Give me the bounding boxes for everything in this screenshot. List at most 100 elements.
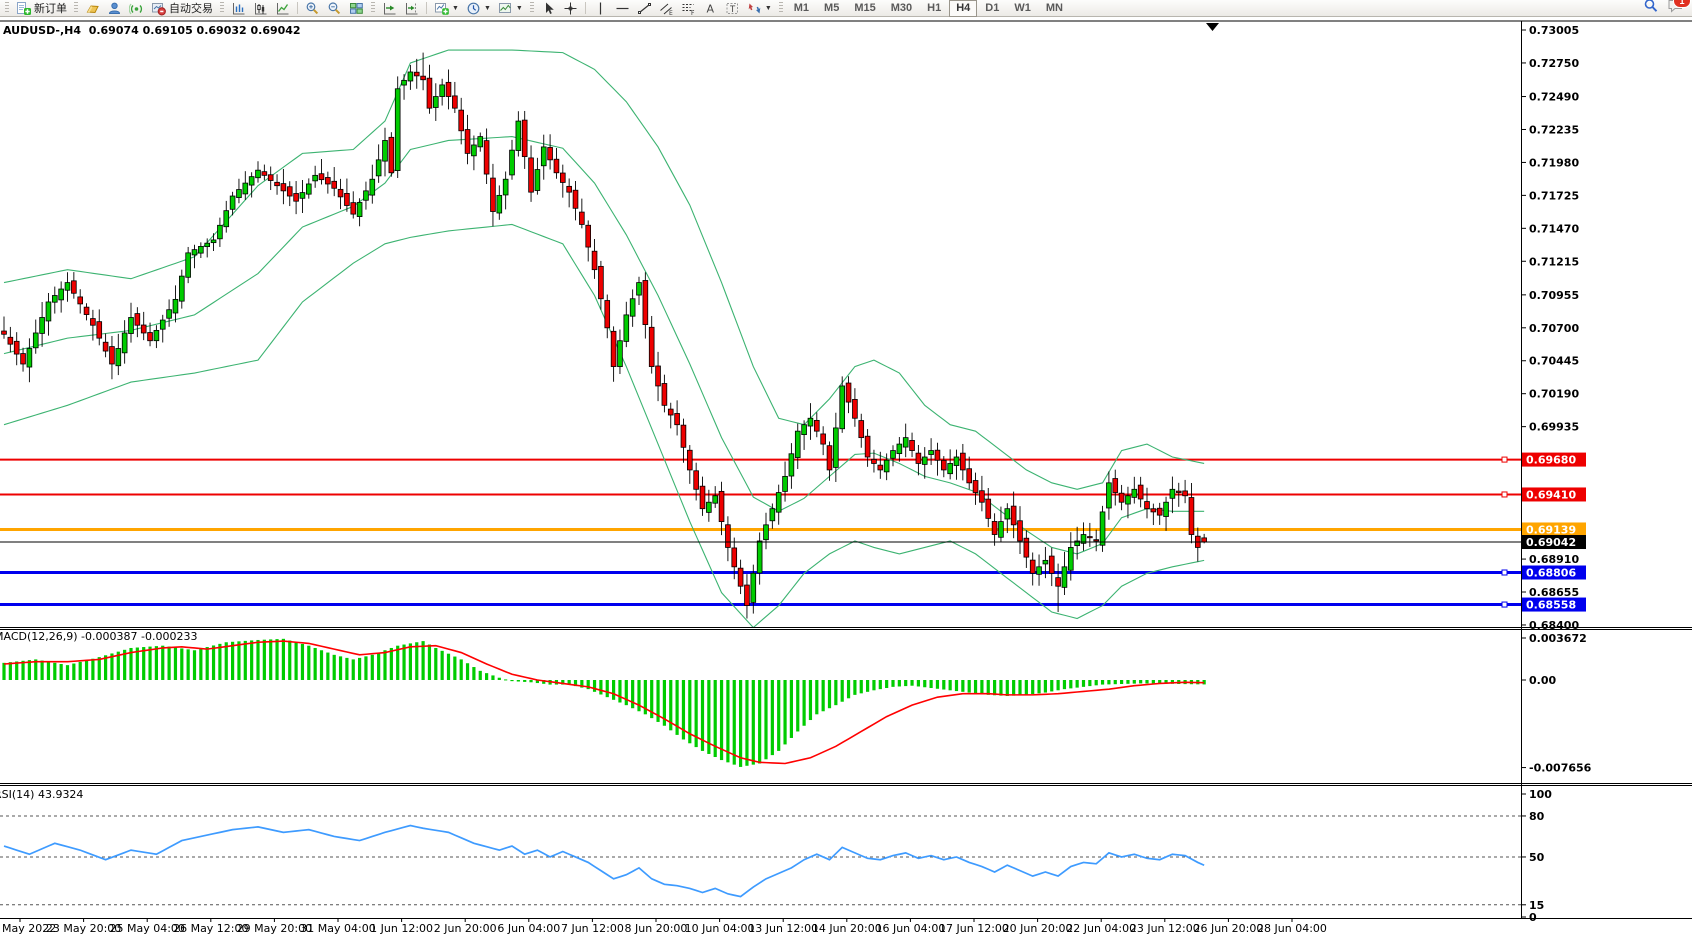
tf-button-w1[interactable]: W1	[1014, 1, 1031, 14]
svg-text:10 Jun 04:00: 10 Jun 04:00	[685, 922, 755, 935]
tf-button-h1[interactable]: H1	[927, 1, 942, 14]
svg-text:100: 100	[1529, 788, 1552, 801]
svg-text:0.71470: 0.71470	[1529, 222, 1579, 235]
macd-indicator-label: MACD(12,26,9) -0.000387 -0.000233	[0, 630, 198, 643]
new-order-icon	[16, 1, 31, 16]
macd-signal-line	[3, 640, 1205, 765]
toolbar-grip[interactable]	[529, 2, 534, 14]
svg-text:50: 50	[1529, 851, 1545, 864]
tf-button-h4[interactable]: H4	[949, 0, 978, 17]
svg-text:20 Jun 20:00: 20 Jun 20:00	[1003, 922, 1073, 935]
horizontal-line-icon	[615, 1, 630, 16]
channel-icon: E	[659, 1, 674, 16]
chevron-down-icon: ▼	[764, 4, 772, 12]
toolbar-grip[interactable]	[371, 2, 375, 14]
auto-scroll-button[interactable]	[379, 1, 400, 16]
svg-text:13 Jun 12:00: 13 Jun 12:00	[748, 922, 818, 935]
svg-text:0.73005: 0.73005	[1529, 24, 1579, 37]
line-chart-mode-button[interactable]	[272, 1, 293, 16]
arrows-tool-button[interactable]: ▼	[744, 1, 775, 16]
macd-histogram	[2, 638, 1206, 767]
svg-text:17 Jun 12:00: 17 Jun 12:00	[939, 922, 1009, 935]
text-label-tool-button[interactable]: T	[722, 1, 743, 16]
svg-text:0.72235: 0.72235	[1529, 123, 1579, 136]
vertical-line-tool-button[interactable]	[590, 1, 611, 16]
svg-text:6 Jun 04:00: 6 Jun 04:00	[497, 922, 560, 935]
chevron-down-icon: ▼	[515, 4, 523, 12]
svg-text:0.71725: 0.71725	[1529, 189, 1579, 202]
svg-text:26 May 12:00: 26 May 12:00	[173, 922, 248, 935]
svg-text:15: 15	[1529, 899, 1544, 912]
svg-text:31 May 04:00: 31 May 04:00	[300, 922, 375, 935]
gold-ingot-icon	[85, 1, 100, 16]
svg-text:0.68558: 0.68558	[1526, 599, 1576, 612]
svg-text:0.70445: 0.70445	[1529, 355, 1579, 368]
svg-text:1 Jun 12:00: 1 Jun 12:00	[370, 922, 433, 935]
zoom-in-button[interactable]	[302, 1, 323, 16]
toolbar-separator	[297, 2, 298, 14]
community-button[interactable]	[104, 1, 125, 16]
main-toolbar: 新订单 自动交易	[0, 0, 1692, 17]
tf-button-m15[interactable]: M15	[854, 1, 876, 14]
svg-text:0.68400: 0.68400	[1529, 619, 1579, 632]
tf-button-m5[interactable]: M5	[824, 1, 840, 14]
svg-text:0.71215: 0.71215	[1529, 255, 1579, 268]
horizontal-line-tool-button[interactable]	[612, 1, 633, 16]
new-order-button[interactable]: 新订单	[13, 1, 70, 16]
vertical-line-icon	[593, 1, 608, 16]
svg-text:0.72490: 0.72490	[1529, 91, 1579, 104]
svg-text:7 Jun 12:00: 7 Jun 12:00	[561, 922, 624, 935]
fibonacci-tool-button[interactable]: F	[678, 1, 699, 16]
candlestick-mode-button[interactable]	[250, 1, 271, 16]
tf-button-mn[interactable]: MN	[1045, 1, 1063, 14]
cursor-tool-button[interactable]	[538, 1, 559, 16]
toolbar-grip[interactable]	[220, 2, 224, 14]
zoom-in-icon	[305, 1, 320, 16]
candlestick-icon	[253, 1, 268, 16]
svg-text:0.70955: 0.70955	[1529, 289, 1579, 302]
notification-badge: 1	[1673, 0, 1691, 8]
svg-text:May 2022: May 2022	[2, 922, 56, 935]
toolbar-grip[interactable]	[778, 2, 783, 14]
clock-icon	[466, 1, 481, 16]
svg-text:0.68910: 0.68910	[1529, 553, 1579, 566]
text-tool-button[interactable]: A	[700, 1, 721, 16]
zoom-out-icon	[327, 1, 342, 16]
chart-title: AUDUSD-,H4 0.69074 0.69105 0.69032 0.690…	[3, 24, 301, 37]
crosshair-tool-button[interactable]	[560, 1, 581, 16]
trendline-tool-button[interactable]	[634, 1, 655, 16]
tile-windows-button[interactable]	[346, 1, 367, 16]
svg-text:28 Jun 04:00: 28 Jun 04:00	[1257, 922, 1327, 935]
signal-waves-icon	[129, 1, 144, 16]
svg-text:25 May 04:00: 25 May 04:00	[109, 922, 184, 935]
bar-chart-icon	[231, 1, 246, 16]
notifications-button[interactable]: 1	[1667, 0, 1691, 18]
bar-chart-mode-button[interactable]	[228, 1, 249, 16]
trendline-icon	[637, 1, 652, 16]
periods-button[interactable]: ▼	[463, 1, 494, 16]
zoom-out-button[interactable]	[324, 1, 345, 16]
toolbar-grip[interactable]	[5, 2, 9, 14]
svg-text:0.69680: 0.69680	[1526, 454, 1576, 467]
signals-button[interactable]	[126, 1, 147, 16]
text-icon: A	[703, 1, 718, 16]
tf-button-d1[interactable]: D1	[985, 1, 1000, 14]
templates-button[interactable]: ▼	[495, 1, 526, 16]
tf-button-m30[interactable]: M30	[890, 1, 913, 14]
cursor-icon	[541, 1, 556, 16]
indicators-button[interactable]: ▼	[431, 1, 462, 16]
svg-text:16 Jun 04:00: 16 Jun 04:00	[875, 922, 945, 935]
chevron-down-icon: ▼	[452, 4, 459, 12]
svg-text:E: E	[669, 10, 673, 16]
horizontal-level-lines[interactable]	[0, 456, 1521, 608]
indicators-icon	[434, 1, 449, 16]
deposit-button[interactable]	[82, 1, 103, 16]
tf-button-m1[interactable]: M1	[793, 1, 810, 14]
autotrading-button[interactable]: 自动交易	[148, 1, 216, 16]
chart-shift-button[interactable]	[401, 1, 422, 16]
toolbar-grip[interactable]	[74, 2, 78, 14]
svg-text:2 Jun 20:00: 2 Jun 20:00	[434, 922, 497, 935]
search-icon[interactable]	[1643, 0, 1659, 19]
equidistant-channel-tool-button[interactable]: E	[656, 1, 677, 16]
